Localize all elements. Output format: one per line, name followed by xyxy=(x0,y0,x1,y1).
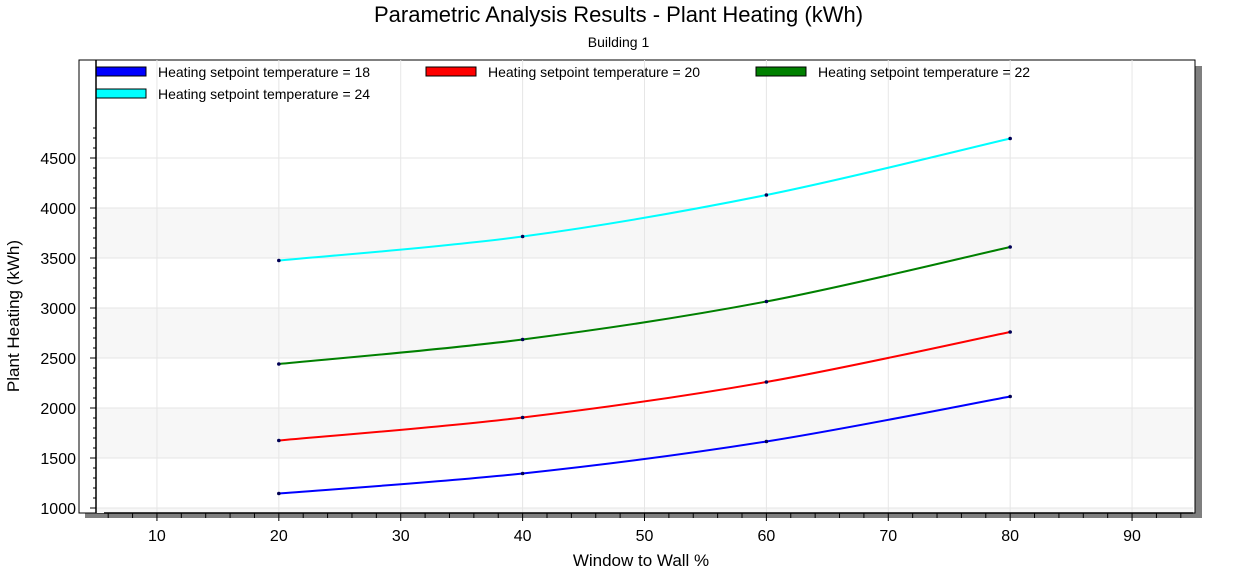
x-tick-label: 70 xyxy=(879,528,897,545)
data-point xyxy=(1008,245,1012,249)
x-axis-title: Window to Wall % xyxy=(573,551,709,570)
legend-label: Heating setpoint temperature = 24 xyxy=(158,86,370,102)
data-point xyxy=(764,299,769,304)
x-tick-label: 40 xyxy=(514,528,532,545)
data-point xyxy=(1008,136,1012,141)
data-point xyxy=(520,415,525,420)
data-point xyxy=(764,380,769,384)
legend-label: Heating setpoint temperature = 20 xyxy=(488,64,700,80)
x-tick-label: 80 xyxy=(1001,528,1019,545)
x-tick-label: 60 xyxy=(757,528,775,545)
x-tick-label: 30 xyxy=(392,528,410,545)
y-tick-label: 4000 xyxy=(40,201,76,218)
series-layer xyxy=(277,136,1012,496)
legend-swatch xyxy=(95,66,147,77)
legend-label: Heating setpoint temperature = 18 xyxy=(158,64,370,80)
series-line xyxy=(278,246,1011,365)
legend-swatch xyxy=(95,88,147,99)
grid-lines xyxy=(96,60,1193,513)
legend: Heating setpoint temperature = 18 Heating… xyxy=(95,64,1030,102)
data-point xyxy=(277,362,281,366)
x-tick-label: 50 xyxy=(636,528,654,545)
data-point xyxy=(520,471,525,476)
legend-swatch xyxy=(425,66,477,77)
data-point xyxy=(1008,330,1012,334)
y-tick-label: 2000 xyxy=(40,401,76,418)
chart-title: Parametric Analysis Results - Plant Heat… xyxy=(373,2,864,27)
x-tick-label: 90 xyxy=(1123,528,1141,545)
data-point xyxy=(1008,394,1012,399)
y-tick-label: 3500 xyxy=(40,251,76,268)
data-point xyxy=(764,439,769,444)
y-tick-label: 2500 xyxy=(40,351,76,368)
legend-label: Heating setpoint temperature = 22 xyxy=(818,64,1030,80)
x-tick-label: 20 xyxy=(270,528,288,545)
series-line xyxy=(278,395,1011,495)
data-point xyxy=(520,337,525,342)
y-tick-label: 1500 xyxy=(40,451,76,468)
axes: 1000 1500 2000 2500 3000 3500 4000 4500 10 20 30 40… xyxy=(40,60,1193,545)
legend-swatch xyxy=(755,66,807,77)
y-tick-label: 4500 xyxy=(40,151,76,168)
data-point xyxy=(520,234,525,239)
data-point xyxy=(277,491,281,496)
chart-subtitle: Building 1 xyxy=(587,34,650,50)
data-point xyxy=(277,258,281,263)
series-line xyxy=(278,331,1011,442)
series-line xyxy=(278,137,1011,262)
data-point xyxy=(277,438,281,443)
y-tick-label: 1000 xyxy=(40,501,76,518)
x-tick-label: 10 xyxy=(148,528,166,545)
y-tick-label: 3000 xyxy=(40,301,76,318)
data-point xyxy=(764,193,769,197)
y-axis-title: Plant Heating (kWh) xyxy=(4,240,23,392)
